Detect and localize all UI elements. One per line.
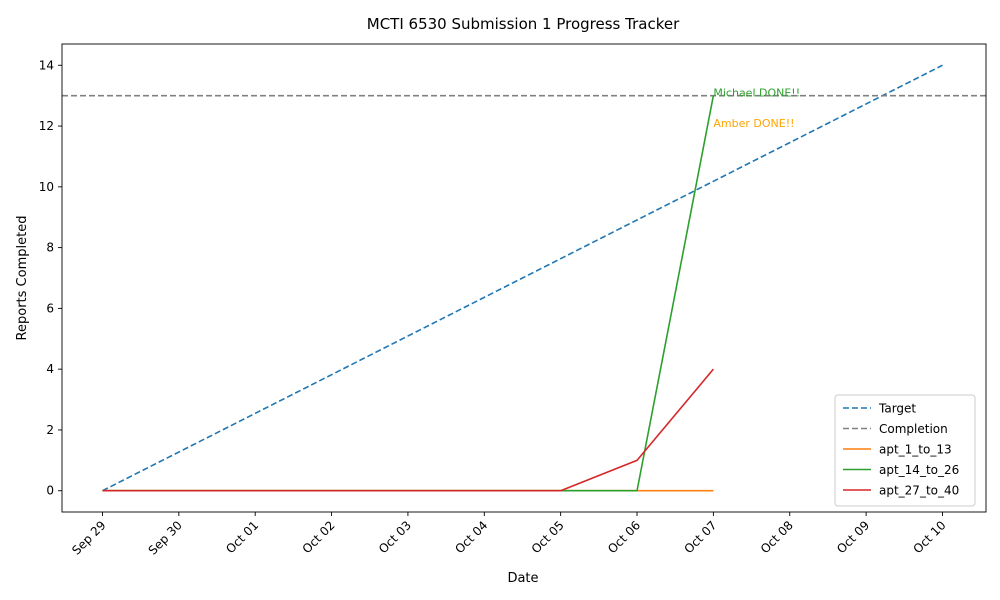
y-tick-label: 12 <box>39 119 54 133</box>
y-axis-label: Reports Completed <box>15 216 30 341</box>
y-tick-label: 8 <box>46 241 54 255</box>
series-line-target <box>102 64 943 492</box>
legend-label-completion: Completion <box>879 422 948 436</box>
axes-frame <box>61 43 987 513</box>
legend-box <box>834 394 976 507</box>
y-tick-label: 6 <box>46 301 54 315</box>
y-tick-label: 10 <box>39 180 54 194</box>
annotations: Michael DONE!! Amber DONE!! <box>713 87 800 130</box>
legend: Target Completion apt_1_to_13 apt_14_to_26a… <box>834 394 976 507</box>
y-tick-label: 2 <box>46 423 54 437</box>
annotation-label: Michael DONE!! <box>713 87 800 100</box>
legend-label-apt-1-to-13: apt_1_to_13 <box>879 443 952 457</box>
y-tick-label: 4 <box>46 362 54 376</box>
y-tick-label: 0 <box>46 484 54 498</box>
y-tick-label: 14 <box>39 58 54 72</box>
x-axis-label: Date <box>507 571 538 586</box>
annotation-label: Amber DONE!! <box>713 117 794 130</box>
chart-title: MCTI 6530 Submission 1 Progress Tracker <box>367 15 680 33</box>
legend-label-apt-27-to-40: apt_27_to_40 <box>879 484 959 498</box>
series-line-apt-27-to-40 <box>102 368 714 492</box>
legend-label-target: Target <box>878 402 916 416</box>
plot-area <box>62 64 986 492</box>
legend-label-apt-14-to-26: apt_14_to_26 <box>879 463 959 477</box>
y-axis: 0 2 4 6 8 10 12 14 <box>39 58 62 498</box>
